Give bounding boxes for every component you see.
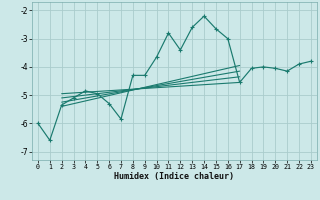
X-axis label: Humidex (Indice chaleur): Humidex (Indice chaleur) xyxy=(115,172,234,181)
